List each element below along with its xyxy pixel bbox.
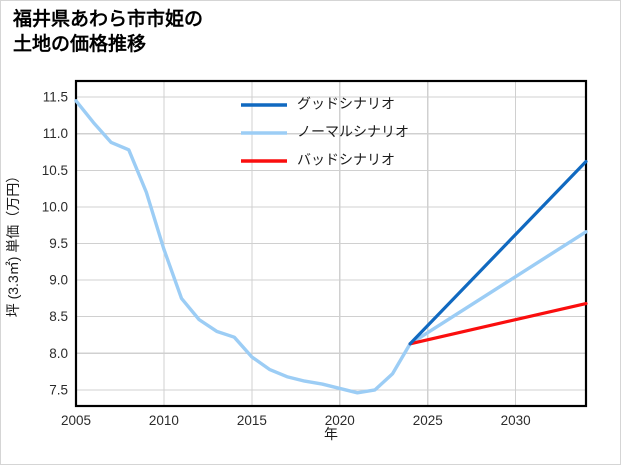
series-line-normal: [74, 99, 588, 395]
y-tick-label: 9.5: [49, 236, 68, 251]
y-axis-title: 坪 (3.3㎡) 単価（万円）: [5, 169, 21, 318]
legend-label-0: グッドシナリオ: [297, 96, 395, 112]
y-tick-label: 8.5: [49, 309, 68, 324]
series-line-bad: [408, 301, 588, 346]
x-tick-labels: 2005 2010 2015 2020 2025 2030: [61, 413, 531, 428]
series-layer: [74, 99, 588, 395]
y-tick-label: 11.0: [43, 126, 68, 141]
y-tick-label: 9.0: [49, 273, 68, 288]
y-tick-label: 10.0: [42, 199, 68, 214]
x-tick-label: 2025: [413, 413, 443, 428]
page-title: 福井県あわら市市姫の 土地の価格推移: [13, 9, 204, 56]
y-tick-label: 7.5: [49, 382, 68, 397]
x-tick-label: 2015: [237, 413, 267, 428]
plot-frame: [74, 79, 588, 408]
y-tick-labels: 7.5 8.0 8.5 9.0 9.5 10.0 10.5 11.0 11.5: [42, 90, 68, 398]
series-line-good: [408, 159, 588, 346]
y-tick-label: 8.0: [49, 346, 68, 361]
x-axis-title: 年: [324, 426, 338, 442]
y-tick-label: 11.5: [43, 90, 68, 105]
x-tick-label: 2020: [325, 413, 355, 428]
x-tick-label: 2010: [149, 413, 179, 428]
y-tick-label: 10.5: [42, 163, 68, 178]
legend-label-2: バッドシナリオ: [297, 152, 395, 168]
x-tick-label: 2005: [61, 413, 91, 428]
y-gridlines: [76, 96, 586, 391]
x-tick-label: 2030: [501, 413, 531, 428]
legend-label-1: ノーマルシナリオ: [297, 124, 409, 140]
